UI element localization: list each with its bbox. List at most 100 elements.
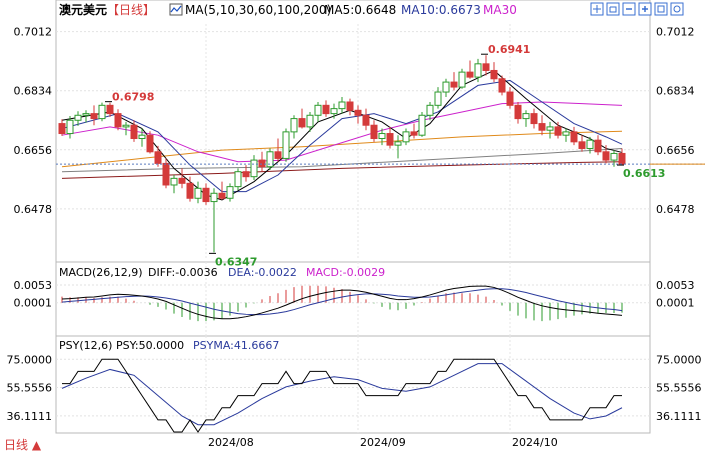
candle-down	[274, 151, 282, 159]
axis-labels: 0.7012 0.7012 0.6834 0.6834 0.6656 0.6656 0.64…	[7, 26, 702, 449]
candle-down	[218, 192, 226, 199]
psy-panel	[55, 335, 651, 434]
candle-up	[378, 133, 386, 140]
macd-indicator	[61, 285, 623, 322]
price-tick-left: 0.6478	[14, 203, 53, 216]
psy-tick-right: 36.1111	[656, 410, 702, 423]
candle-up	[74, 114, 82, 121]
price-tick-left: 0.6656	[14, 144, 53, 157]
candle-up	[394, 141, 402, 146]
maximize-icon[interactable]	[654, 2, 668, 16]
period-label[interactable]: 【日线】	[107, 3, 155, 17]
candle-up	[98, 104, 106, 120]
candle-up	[66, 119, 74, 135]
macd-hist-legend: MACD:-0.0029	[306, 266, 385, 279]
candle-up	[402, 131, 410, 143]
price-tick-right: 0.6478	[656, 203, 695, 216]
macd-tick-left: 0.0001	[14, 297, 53, 310]
macd-tick-right: 0.0001	[656, 297, 695, 310]
macd-dea-legend: DEA:-0.0022	[228, 266, 297, 279]
candle-up	[122, 124, 130, 128]
psy-line	[62, 358, 622, 433]
candle-up	[562, 131, 570, 136]
candle-down	[594, 139, 602, 153]
candle-down	[90, 113, 98, 120]
candle-down	[362, 114, 370, 126]
period-tab[interactable]: 日线 ▲	[4, 438, 42, 452]
candle-up	[282, 131, 290, 159]
candle-down	[570, 131, 578, 143]
candle-down	[354, 109, 362, 116]
ma60-line	[61, 130, 623, 168]
psy-tick-right: 55.5556	[656, 382, 702, 395]
grid-lines	[56, 24, 650, 433]
dea-line	[61, 288, 623, 316]
plus-icon[interactable]	[638, 2, 652, 16]
crosshair-icon[interactable]	[590, 2, 604, 16]
candle-down	[578, 141, 586, 149]
candle-down	[498, 78, 506, 93]
macd-title: MACD(26,12,9)	[59, 266, 143, 279]
settings-icon[interactable]	[670, 2, 684, 16]
candle-down	[202, 187, 210, 203]
price-tick-left: 0.7012	[14, 26, 53, 39]
candle-down	[490, 69, 498, 80]
diff-line	[61, 285, 623, 320]
psy-tick-left: 36.1111	[7, 410, 53, 423]
psy-title: PSY(12,6)	[59, 339, 112, 352]
candle-down	[298, 118, 306, 128]
macd-diff-legend: DIFF:-0.0036	[148, 266, 218, 279]
candle-up	[418, 114, 426, 136]
date-tick-label: 2024/09	[360, 436, 406, 449]
candle-up	[306, 114, 314, 128]
high-price-label: 0.6941	[488, 43, 530, 56]
psy-tick-left: 75.0000	[7, 353, 53, 366]
candle-up	[250, 159, 258, 178]
candle-down	[242, 171, 250, 178]
candle-up	[266, 151, 274, 168]
candle-down	[410, 131, 418, 136]
candle-up	[586, 139, 594, 149]
candle-up	[442, 81, 450, 93]
date-tick-label: 2024/08	[208, 436, 254, 449]
macd-tick-left: 0.0053	[14, 279, 53, 292]
candle-up	[338, 101, 346, 110]
restore-icon[interactable]	[606, 2, 620, 16]
price-tick-left: 0.6834	[14, 85, 53, 98]
candle-down	[58, 123, 66, 135]
candle-down	[602, 151, 610, 161]
candle-down	[130, 124, 138, 140]
candle-up	[434, 91, 442, 106]
candle-up	[194, 187, 202, 199]
candle-up	[610, 152, 618, 161]
date-tick-label: 2024/10	[512, 436, 558, 449]
last-price-label: 0.6613	[623, 167, 665, 180]
ma30-line	[61, 101, 623, 163]
candle-up	[314, 104, 322, 116]
psyma-line	[61, 363, 623, 426]
candle-up	[546, 126, 554, 131]
candlesticks	[58, 55, 626, 253]
price-tick-right: 0.6834	[656, 85, 695, 98]
candle-down	[538, 123, 546, 131]
candle-up	[82, 113, 90, 116]
ma-settings-icon[interactable]	[169, 3, 183, 16]
candle-down	[466, 71, 474, 78]
low-price-label: 0.6347	[215, 255, 257, 268]
ma30-legend: MA30	[483, 3, 517, 17]
candle-up	[330, 108, 338, 115]
symbol-label: 澳元美元	[59, 2, 107, 17]
psy-indicator	[61, 358, 623, 433]
candle-up	[226, 186, 234, 199]
candle-down	[186, 182, 194, 199]
candle-down	[322, 104, 330, 115]
candle-down	[514, 104, 522, 120]
candle-up	[234, 171, 242, 188]
candle-down	[450, 81, 458, 88]
psy-tick-left: 55.5556	[7, 382, 53, 395]
price-tick-right: 0.6656	[656, 144, 695, 157]
candle-down	[258, 159, 266, 168]
psy-tick-right: 75.0000	[656, 353, 702, 366]
minus-icon[interactable]	[622, 2, 636, 16]
